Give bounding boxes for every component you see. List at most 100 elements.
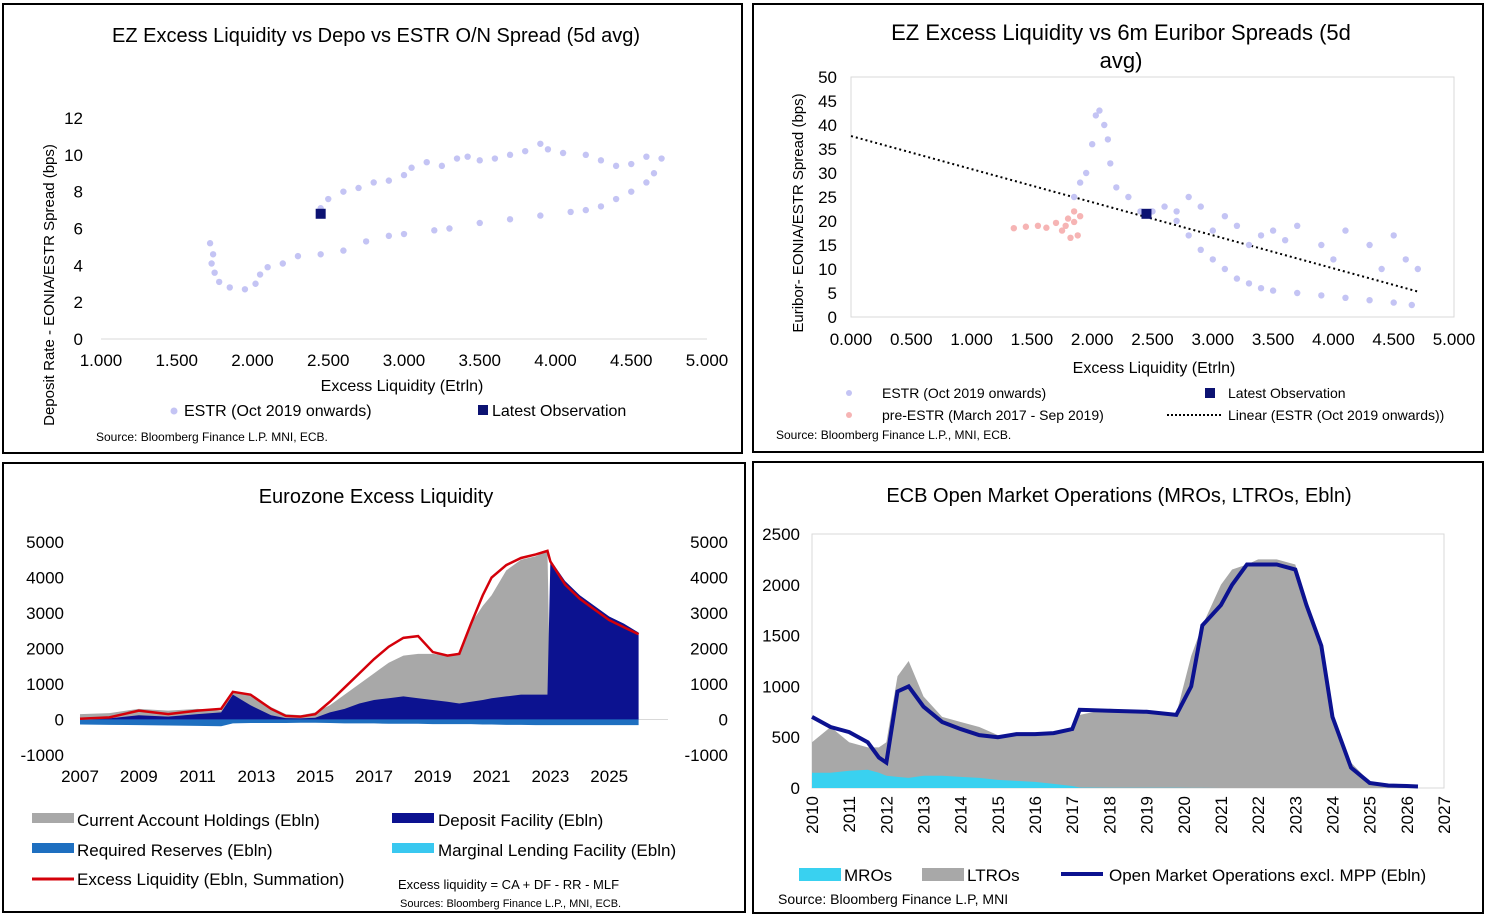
scatter-point-estr [1257, 285, 1265, 292]
scatter-point-estr [325, 195, 332, 203]
latest-observation-marker [315, 208, 326, 219]
scatter-point-estr [582, 151, 589, 159]
scatter-point-estr [597, 157, 605, 164]
y-tick-label: 50 [818, 68, 837, 87]
scatter-point-pre-estr [1064, 215, 1072, 222]
scatter-point-estr [423, 159, 430, 166]
y-tick-label: 10 [64, 146, 83, 165]
x-tick-label: 2009 [120, 767, 158, 786]
scatter-point-pre-estr [1070, 218, 1078, 226]
scatter-point-estr [438, 162, 446, 170]
scatter-point-estr [1107, 160, 1114, 167]
x-tick-label: 5.000 [1433, 330, 1476, 349]
legend-label-mlf: Marginal Lending Facility (Ebln) [438, 841, 676, 860]
scatter-point-estr [1378, 265, 1385, 273]
y-tick-label: 6 [74, 220, 83, 239]
legend-swatch-estr [846, 390, 852, 396]
scatter-point-estr [1221, 265, 1229, 273]
y-tick-label: 30 [818, 164, 837, 183]
y-tick-label: 8 [74, 183, 83, 202]
x-tick-label: 0.000 [830, 330, 873, 349]
scatter-point-pre-estr [1067, 234, 1074, 241]
scatter-point-estr [582, 206, 589, 214]
legend-label-linear: Linear (ESTR (Oct 2019 onwards)) [1228, 407, 1444, 423]
chart-svg: Eurozone Excess Liquidity -1000 -1000 0 0 10… [21, 486, 728, 910]
source-note: Sources: Bloomberg Finance L.P., MNI, EC… [400, 898, 621, 910]
x-tick-label: 2025 [590, 767, 628, 786]
scatter-point-estr [252, 280, 259, 287]
x-tick-label: 2019 [414, 767, 452, 786]
legend-swatch-current-account [32, 813, 74, 823]
x-tick-label: 1.000 [950, 330, 993, 349]
scatter-point-estr [431, 227, 438, 234]
scatter-point-estr [1209, 256, 1216, 263]
scatter-point-estr [1269, 287, 1277, 294]
y-tick-label: 35 [818, 140, 837, 159]
scatter-point-estr [1269, 227, 1277, 234]
scatter-point-estr [1173, 208, 1180, 215]
scatter-point-estr [537, 212, 544, 219]
x-tick-label: 2012 [877, 796, 896, 834]
x-tick-label: 2019 [1138, 796, 1157, 834]
y-tick-label: 40 [818, 116, 837, 135]
x-tick-label: 2017 [355, 767, 393, 786]
x-tick-label: 2.500 [1131, 330, 1174, 349]
scatter-point-estr [355, 184, 362, 192]
scatter-point-estr [340, 247, 347, 254]
legend-label-pre-estr: pre-ESTR (March 2017 - Sep 2019) [882, 407, 1104, 423]
x-tick-label: 4.000 [1312, 330, 1355, 349]
scatter-point-estr [628, 188, 635, 195]
legend-swatch-deposit-facility [392, 813, 434, 823]
source-note: Source: Bloomberg Finance L.P., MNI, ECB… [776, 428, 1011, 442]
legend-label-estr: ESTR (Oct 2019 onwards) [882, 385, 1046, 401]
legend-label-ltros: LTROs [967, 866, 1020, 885]
x-tick-label: 2011 [840, 796, 859, 833]
chart-svg: ECB Open Market Operations (MROs, LTROs,… [762, 485, 1454, 907]
x-tick-label: 2020 [1175, 796, 1194, 834]
scatter-point-estr [1330, 256, 1337, 263]
x-tick-label: 3.500 [458, 351, 501, 370]
y-tick-label: 45 [818, 92, 837, 111]
x-tick-label: 2026 [1398, 796, 1417, 834]
trendline-linear [850, 135, 1419, 293]
scatter-point-pre-estr [1052, 219, 1060, 227]
scatter-point-estr [400, 171, 408, 179]
scatter-point-pre-estr [1058, 227, 1066, 234]
legend-swatch-pre-estr [846, 412, 852, 418]
source-note: Source: Bloomberg Finance L.P. MNI, ECB. [96, 430, 328, 444]
y-tick-label-right: 1000 [690, 675, 728, 694]
x-axis-label: Excess Liquidity (Etrln) [321, 378, 484, 395]
chart-panel-estr-depo-spread: EZ Excess Liquidity vs Depo vs ESTR O/N … [2, 3, 743, 454]
scatter-point-estr [1076, 179, 1084, 186]
x-tick-label: 2027 [1435, 796, 1454, 834]
chart-panel-ecb-omo: ECB Open Market Operations (MROs, LTROs,… [752, 461, 1484, 914]
scatter-point-pre-estr [1010, 225, 1018, 232]
scatter-point-estr [1366, 297, 1373, 304]
legend-swatch-latest [478, 405, 488, 415]
scatter-point-estr [362, 238, 370, 245]
scatter-point-estr [1318, 292, 1325, 299]
y-tick-label: 1000 [762, 677, 800, 696]
y-tick-label-right: 3000 [690, 604, 728, 623]
scatter-point-estr [1281, 237, 1289, 244]
x-tick-label: 4.500 [610, 351, 653, 370]
scatter-point-estr [1366, 241, 1373, 249]
scatter-point-estr [400, 230, 408, 238]
scatter-point-estr [264, 263, 271, 271]
scatter-point-pre-estr [1034, 222, 1042, 229]
formula-note: Excess liquidity = CA + DF - RR - MLF [398, 877, 619, 892]
y-axis-label: Deposit Rate - EONIA/ESTR Spread (bps) [41, 144, 58, 426]
x-axis-label: Excess Liquidity (Etrln) [1073, 360, 1236, 377]
scatter-point-estr [370, 179, 377, 186]
y-tick-label: 1500 [762, 627, 800, 646]
scatter-point-estr [506, 216, 514, 223]
scatter-point-estr [537, 140, 544, 147]
y-axis-label: Euribor- EONIA/ESTR Spread (bps) [790, 93, 807, 332]
scatter-point-estr [1113, 184, 1120, 191]
scatter-point-estr [1173, 217, 1180, 225]
scatter-point-estr [1233, 222, 1241, 229]
scatter-point-estr [340, 188, 347, 195]
scatter-point-estr [294, 252, 302, 260]
x-tick-label: 2022 [1249, 796, 1268, 834]
x-tick-label: 1.500 [155, 351, 198, 370]
